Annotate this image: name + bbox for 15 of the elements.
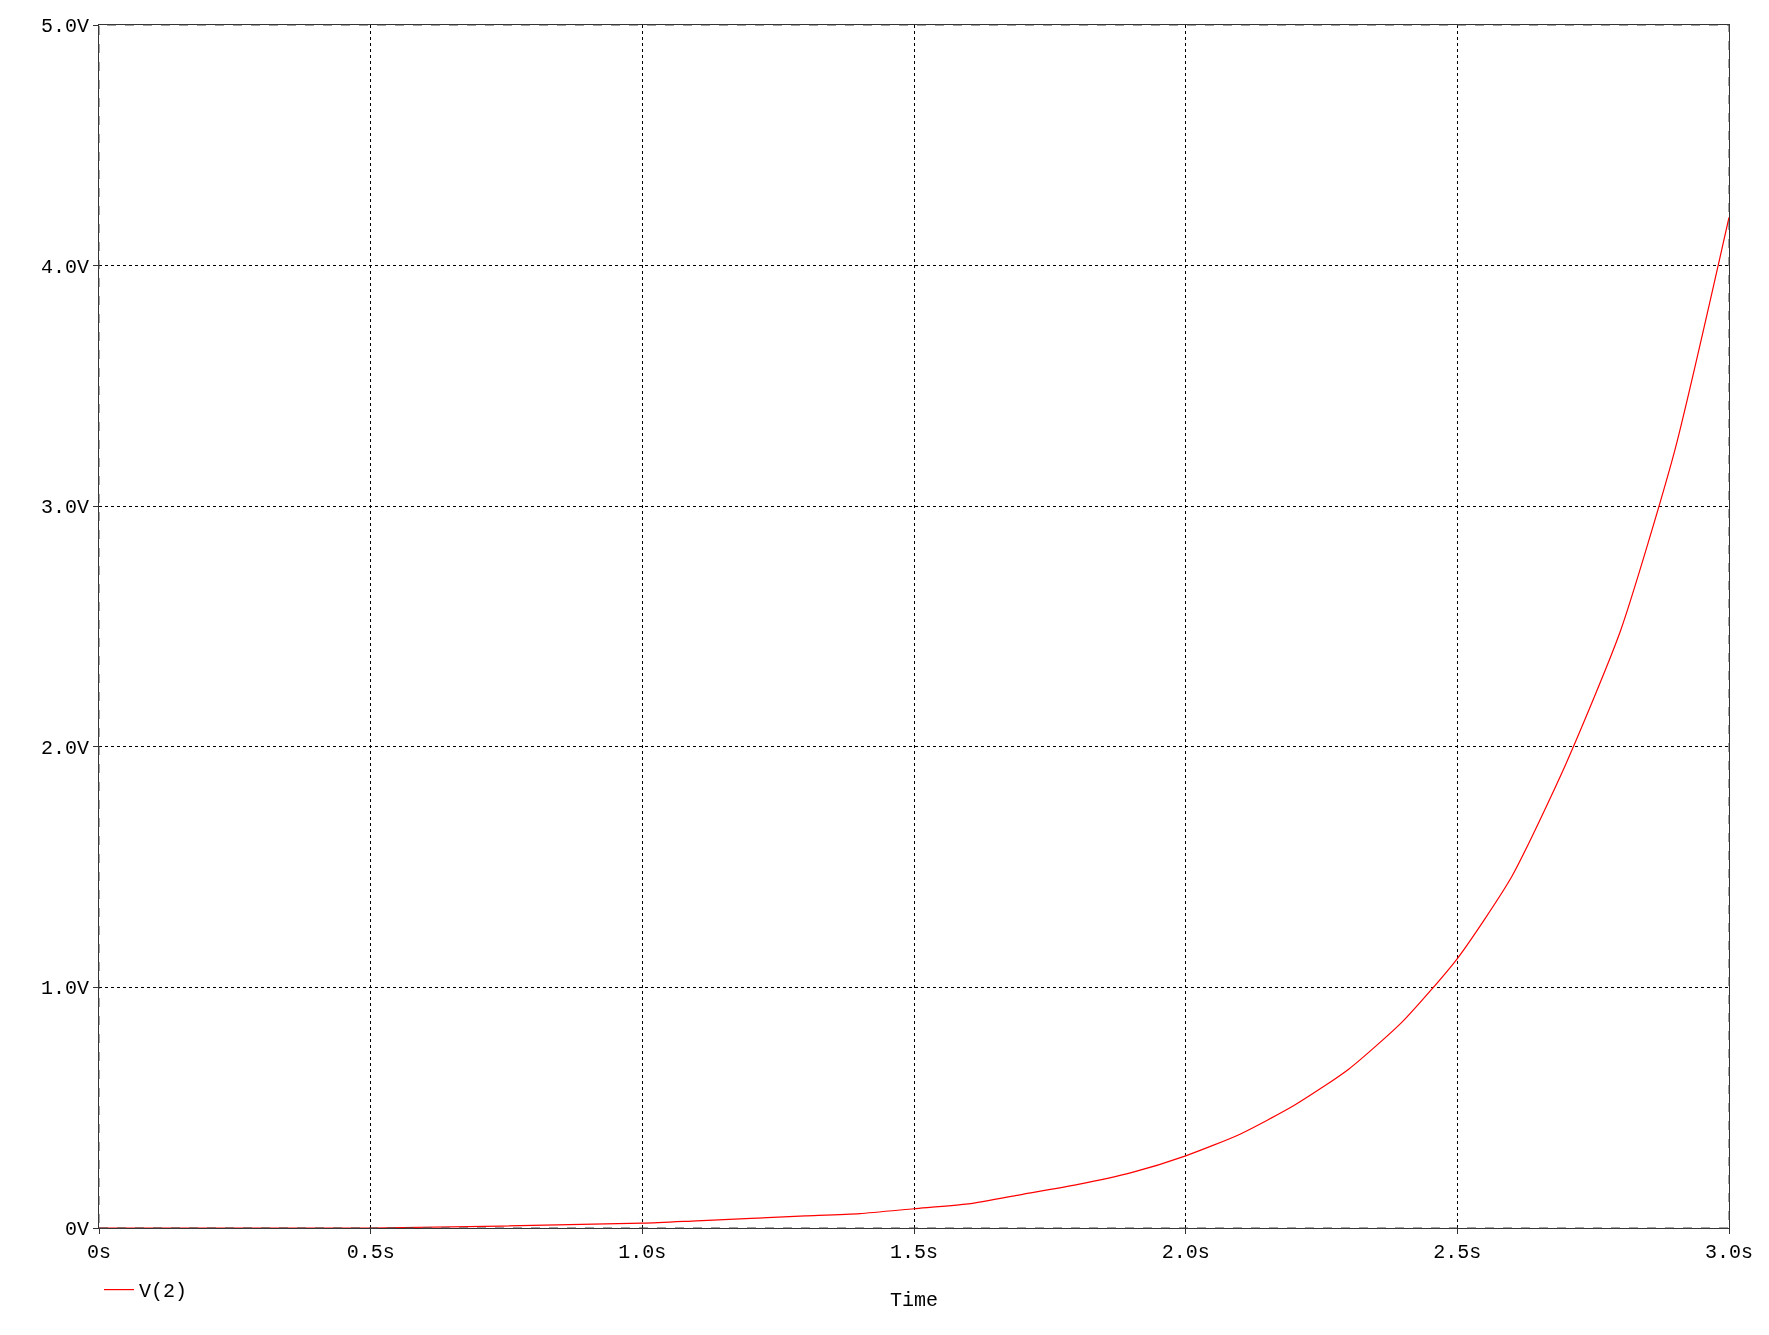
x-tick-label: 1.5s bbox=[889, 1241, 939, 1264]
x-tick-label: 2.0s bbox=[1161, 1241, 1210, 1264]
y-tick-label: 2.0V bbox=[40, 736, 89, 760]
x-tick-label: 0.5s bbox=[346, 1241, 395, 1264]
y-tick-label: 0V bbox=[64, 1218, 89, 1241]
y-tick-label: 4.0V bbox=[40, 255, 89, 279]
y-tick-label: 5.0V bbox=[40, 15, 89, 38]
legend-label: V(2) bbox=[139, 1280, 188, 1304]
x-tick-label: 2.5s bbox=[1433, 1241, 1482, 1264]
x-axis-title: Time bbox=[889, 1288, 939, 1312]
y-tick-label: 3.0V bbox=[40, 496, 89, 520]
y-tick-label: 1.0V bbox=[40, 977, 89, 1001]
x-tick-label: 0s bbox=[86, 1241, 112, 1264]
x-tick-label: 3.0s bbox=[1704, 1241, 1754, 1264]
x-tick-label: 1.0s bbox=[618, 1241, 667, 1264]
